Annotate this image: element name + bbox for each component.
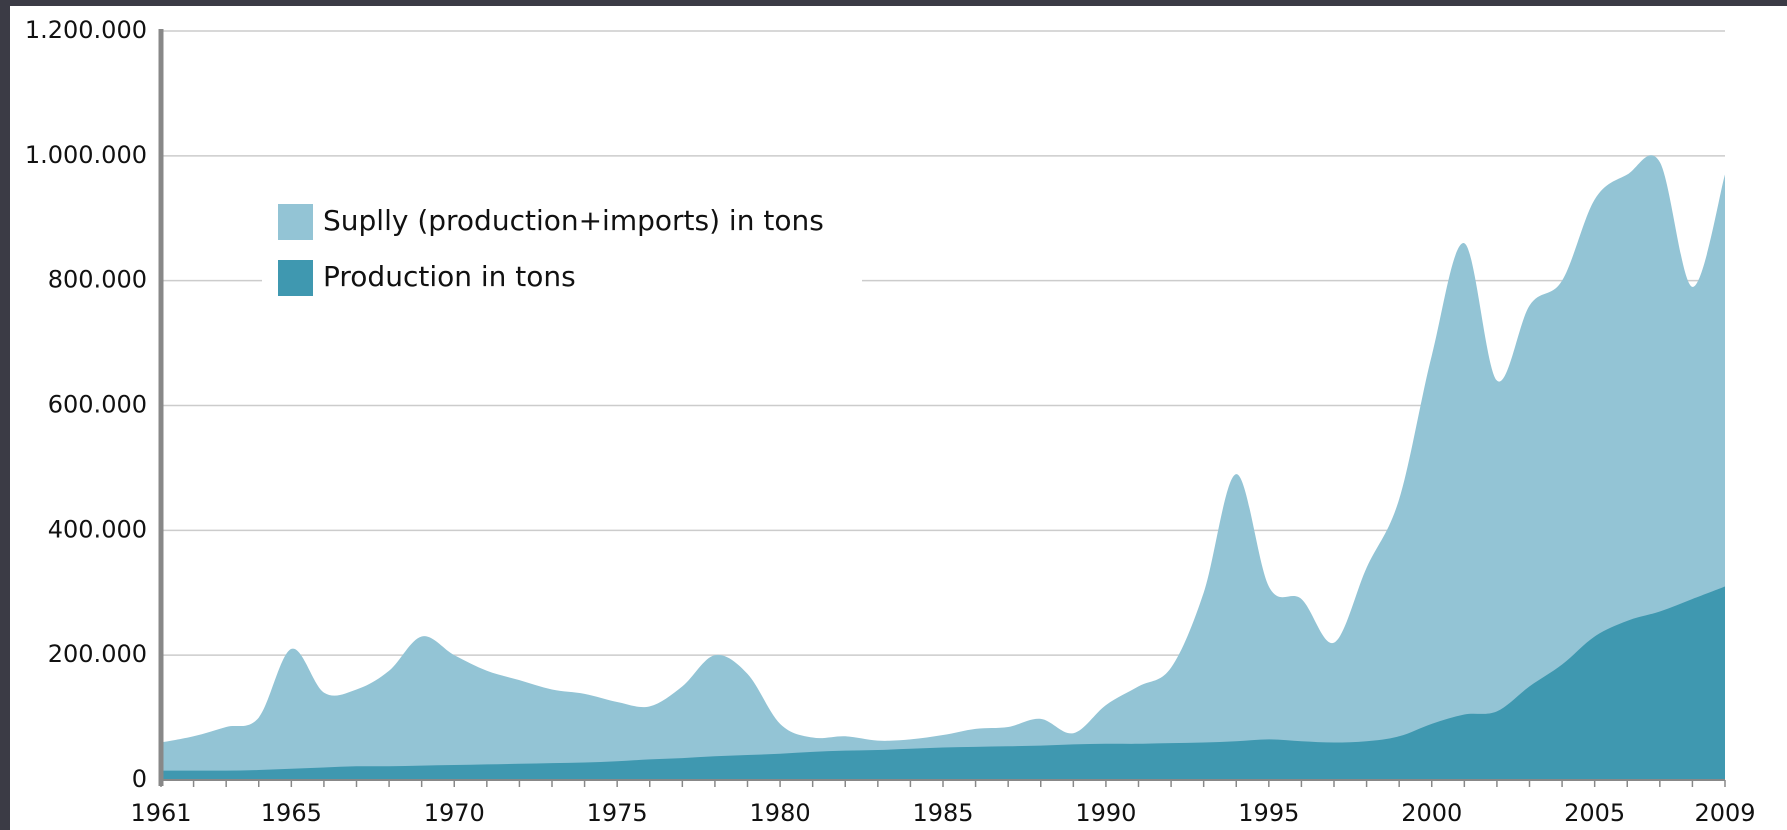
x-tick-label: 2009 — [1694, 799, 1755, 827]
y-tick-label: 800.000 — [48, 266, 147, 294]
x-tick-label: 1970 — [424, 799, 485, 827]
x-tick-label: 2005 — [1564, 799, 1625, 827]
x-tick-label: 1990 — [1075, 799, 1136, 827]
x-tick-label: 1975 — [587, 799, 648, 827]
legend-background — [262, 252, 862, 304]
legend-background — [262, 196, 862, 248]
x-tick-label: 1995 — [1238, 799, 1299, 827]
legend-label: Production in tons — [323, 260, 576, 293]
y-tick-label: 1.000.000 — [25, 141, 147, 169]
y-tick-label: 600.000 — [48, 391, 147, 419]
legend-label: Suplly (production+imports) in tons — [323, 204, 824, 237]
y-tick-label: 0 — [132, 765, 147, 793]
y-tick-label: 400.000 — [48, 515, 147, 543]
legend-swatch — [278, 260, 313, 296]
x-tick-label: 2000 — [1401, 799, 1462, 827]
area — [161, 586, 1725, 780]
y-tick-label: 1.200.000 — [25, 16, 147, 44]
x-tick-label: 1980 — [750, 799, 811, 827]
y-tick-label: 200.000 — [48, 640, 147, 668]
x-tick-label: 1985 — [912, 799, 973, 827]
legend-swatch — [278, 204, 313, 240]
x-tick-label: 1961 — [130, 799, 191, 827]
x-tick-label: 1965 — [261, 799, 322, 827]
